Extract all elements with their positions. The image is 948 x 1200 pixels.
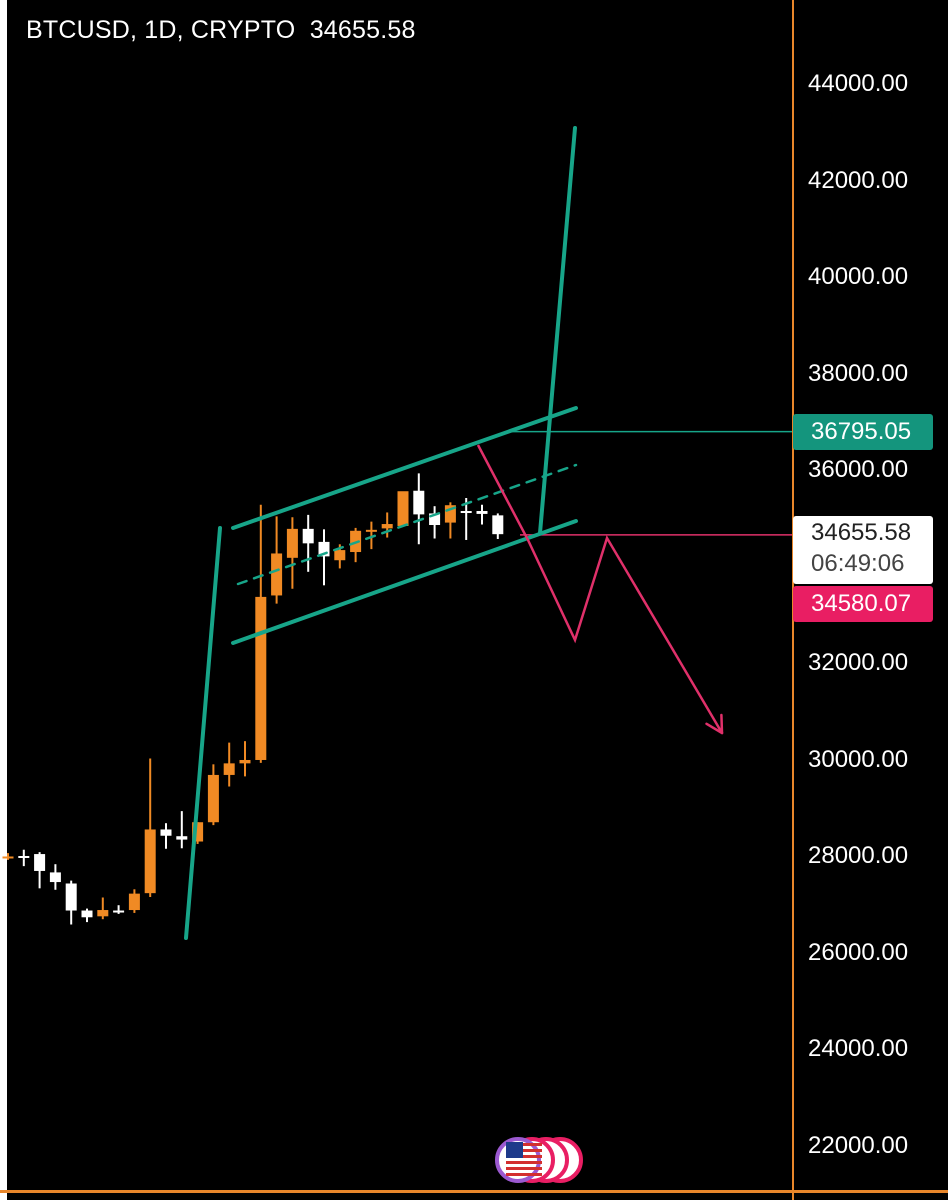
candle-body	[207, 774, 219, 823]
candle-body	[160, 829, 172, 836]
candle-body	[255, 596, 267, 760]
channel-mid-line	[236, 463, 578, 586]
candle-body	[49, 872, 61, 883]
price-tick-label: 30000.00	[808, 745, 909, 773]
candle-body	[144, 829, 156, 894]
candle-body	[444, 505, 456, 523]
candle-body	[113, 910, 125, 913]
price-tick-label: 36000.00	[808, 456, 909, 483]
target-price-badge: 36795.05	[793, 414, 933, 450]
chart-left-border	[0, 0, 7, 1200]
candle-body	[65, 883, 77, 911]
header-last-price: 34655.58	[309, 16, 416, 44]
bar-countdown: 06:49:06	[811, 550, 905, 577]
candle-body	[81, 910, 93, 918]
flagpole-line	[184, 526, 222, 940]
lower-level-badge: 34580.07	[793, 586, 933, 622]
price-tick-label: 22000.00	[808, 1131, 909, 1159]
price-tick-label: 26000.00	[808, 938, 909, 966]
candle-body	[271, 553, 283, 596]
candle-body	[223, 763, 235, 775]
price-tick-label: 42000.00	[808, 166, 909, 194]
current-price-value: 34655.58	[811, 519, 912, 546]
candle-body	[2, 856, 14, 859]
candle-body	[413, 490, 425, 515]
chart-title: BTCUSD, 1D, CRYPTO 34655.58	[26, 16, 416, 45]
price-tick-label: 32000.00	[808, 649, 909, 676]
breakout-projection-line	[538, 126, 577, 535]
candle-body	[192, 822, 204, 842]
bearish-projection-path	[476, 444, 724, 734]
channel-upper-line	[231, 406, 578, 530]
candle-body	[176, 836, 188, 840]
price-tick-label: 28000.00	[808, 842, 909, 869]
price-tick-label: 44000.00	[808, 70, 909, 97]
candle-body	[460, 511, 472, 514]
current-price-badge: 34655.58 06:49:06	[793, 516, 933, 584]
candle-body	[239, 759, 251, 764]
channel-lower-line	[231, 519, 578, 645]
price-tick-label: 38000.00	[808, 359, 909, 387]
candle-body	[492, 515, 504, 535]
candle-body	[397, 491, 409, 526]
candle-body	[286, 528, 298, 558]
candle-body	[318, 541, 330, 557]
projection-arrowhead	[705, 722, 724, 735]
candle-body	[365, 529, 377, 532]
candle-body	[476, 511, 488, 514]
projection-arrowhead	[720, 713, 724, 735]
candle-body	[429, 513, 441, 526]
candle-body	[128, 893, 140, 911]
price-tick-label: 40000.00	[808, 263, 909, 290]
candle-body	[334, 550, 346, 561]
price-tick-label: 24000.00	[808, 1035, 909, 1062]
candle-body	[97, 910, 109, 917]
symbol-interval: BTCUSD, 1D, CRYPTO	[26, 16, 296, 44]
flag-avatars-icon	[495, 1137, 583, 1183]
candle-body	[302, 528, 314, 544]
candle-body	[18, 856, 30, 858]
candle-body	[381, 524, 393, 529]
candle-body	[34, 854, 46, 871]
time-axis-border	[0, 1190, 948, 1193]
